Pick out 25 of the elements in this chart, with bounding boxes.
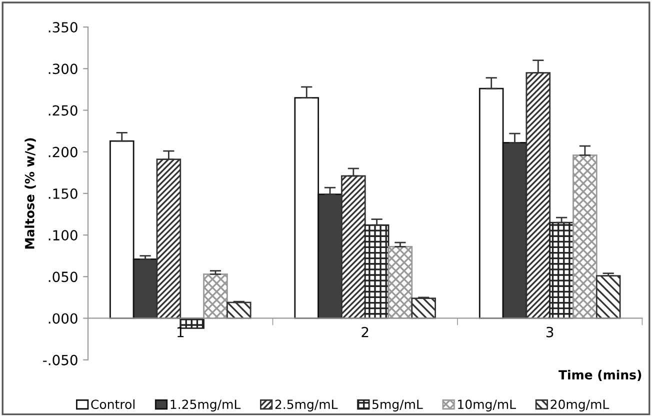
y-tick-label: .150 (48, 188, 78, 199)
legend-label: 2.5mg/mL (275, 400, 338, 412)
x-tick-label: 2 (362, 326, 368, 338)
y-axis-title: Maltose (% w/v) (24, 138, 36, 249)
y-tick-label: .050 (48, 272, 78, 282)
y-tick-label: .000 (48, 313, 78, 324)
bar (226, 302, 252, 319)
bar (549, 222, 574, 319)
y-tick-label: .350 (48, 22, 78, 33)
y-tick-label: .300 (48, 64, 78, 74)
x-axis-title: Time (mins) (558, 370, 642, 381)
legend-label: Control (91, 399, 134, 410)
bar (364, 224, 390, 319)
y-tick-label: .100 (48, 230, 78, 241)
y-tick-label: .250 (48, 105, 78, 116)
x-tick-label: 3 (546, 326, 554, 338)
bar (596, 275, 621, 319)
bar (411, 298, 436, 319)
y-tick-label: .200 (48, 146, 78, 158)
legend-label: 5mg/mL (372, 400, 423, 412)
x-tick-label: 1 (177, 327, 184, 338)
legend-label: 20mg/mL (550, 400, 610, 412)
legend-label: 10mg/mL (458, 400, 516, 412)
y-tick-label: -.050 (43, 354, 78, 366)
legend-label: 1.25mg/mL (170, 400, 241, 412)
